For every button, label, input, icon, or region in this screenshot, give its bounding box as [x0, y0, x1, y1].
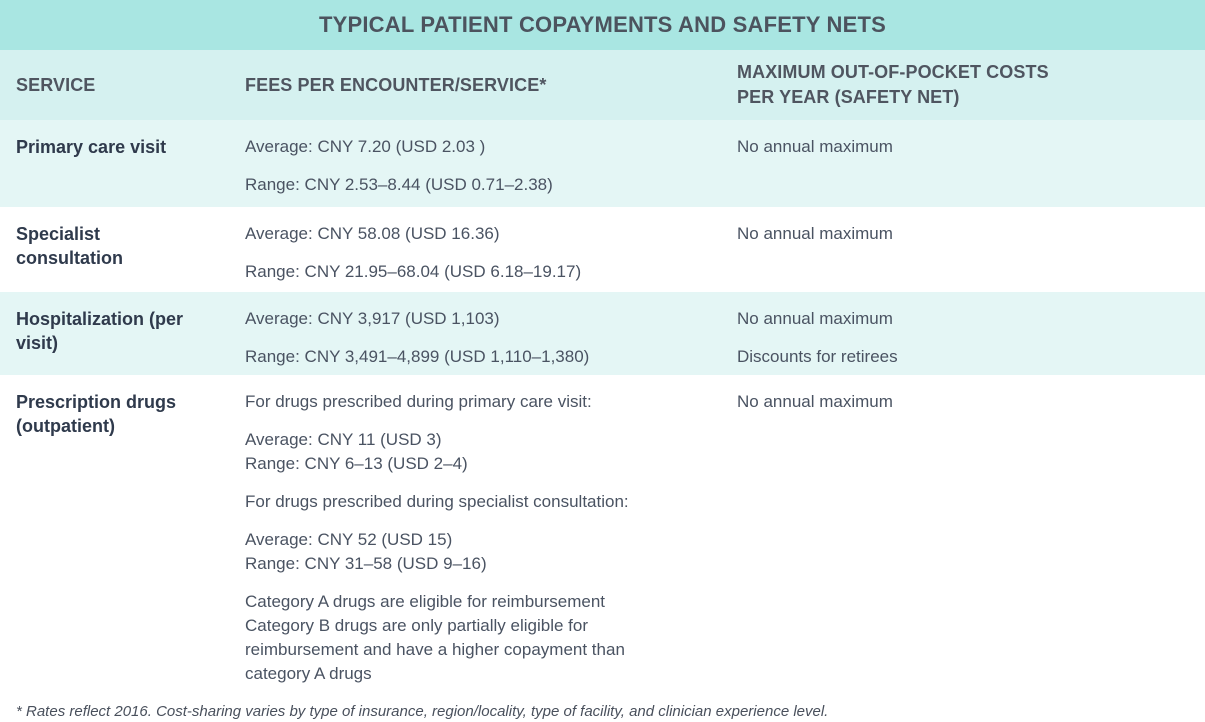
- fees-cell: Average: CNY 58.08 (USD 16.36) Range: CN…: [245, 207, 737, 292]
- service-name: Primary care visit: [16, 137, 167, 157]
- fee-range: Range: CNY 21.95–68.04 (USD 6.18–19.17): [245, 262, 582, 281]
- fees-category-note: Category A drugs are eligible for reimbu…: [245, 592, 625, 683]
- safety-net-text: No annual maximum: [737, 137, 893, 156]
- fees-cell: For drugs prescribed during primary care…: [245, 375, 737, 690]
- safety-net-cell: No annual maximum Discounts for retirees: [737, 292, 1205, 375]
- fees-primary-care-values: Average: CNY 11 (USD 3) Range: CNY 6–13 …: [245, 430, 468, 473]
- service-cell: Prescription drugs (outpatient): [0, 375, 245, 690]
- table-title: TYPICAL PATIENT COPAYMENTS AND SAFETY NE…: [318, 12, 886, 37]
- fee-average: Average: CNY 58.08 (USD 16.36): [245, 224, 500, 243]
- column-header-fees: FEES PER ENCOUNTER/SERVICE*: [245, 74, 547, 95]
- safety-net-cell: No annual maximum: [737, 207, 1205, 292]
- service-name: Specialist consultation: [16, 224, 123, 268]
- safety-net-text: No annual maximum: [737, 309, 893, 328]
- service-cell: Primary care visit: [0, 120, 245, 207]
- table-row-specialist: Specialist consultation Average: CNY 58.…: [0, 207, 1205, 292]
- table-row-primary-care: Primary care visit Average: CNY 7.20 (US…: [0, 120, 1205, 207]
- fees-primary-care-label: For drugs prescribed during primary care…: [245, 392, 592, 411]
- safety-net-cell: No annual maximum: [737, 375, 1205, 690]
- service-name: Hospitalization (per visit): [16, 309, 184, 353]
- fee-range: Range: CNY 3,491–4,899 (USD 1,110–1,380): [245, 347, 590, 366]
- table-title-band: TYPICAL PATIENT COPAYMENTS AND SAFETY NE…: [0, 0, 1205, 50]
- table-row-hospitalization: Hospitalization (per visit) Average: CNY…: [0, 292, 1205, 375]
- column-header-safety-net: MAXIMUM OUT-OF-POCKET COSTS PER YEAR (SA…: [737, 62, 1049, 107]
- service-name: Prescription drugs (outpatient): [16, 392, 177, 436]
- fees-specialist-values: Average: CNY 52 (USD 15) Range: CNY 31–5…: [245, 530, 487, 573]
- fee-average: Average: CNY 7.20 (USD 2.03 ): [245, 137, 486, 156]
- safety-net-cell: No annual maximum: [737, 120, 1205, 207]
- service-cell: Specialist consultation: [0, 207, 245, 292]
- safety-net-text: No annual maximum: [737, 224, 893, 243]
- safety-net-text: No annual maximum: [737, 392, 893, 411]
- service-cell: Hospitalization (per visit): [0, 292, 245, 375]
- fees-cell: Average: CNY 3,917 (USD 1,103) Range: CN…: [245, 292, 737, 375]
- table-header-row: SERVICE FEES PER ENCOUNTER/SERVICE* MAXI…: [0, 50, 1205, 120]
- fee-average: Average: CNY 3,917 (USD 1,103): [245, 309, 500, 328]
- fees-cell: Average: CNY 7.20 (USD 2.03 ) Range: CNY…: [245, 120, 737, 207]
- fees-specialist-label: For drugs prescribed during specialist c…: [245, 492, 629, 511]
- fee-range: Range: CNY 2.53–8.44 (USD 0.71–2.38): [245, 175, 553, 194]
- safety-net-discount-text: Discounts for retirees: [737, 347, 898, 366]
- table-footnote: * Rates reflect 2016. Cost-sharing varie…: [16, 703, 829, 720]
- column-header-service: SERVICE: [16, 74, 96, 95]
- table-row-prescription-drugs: Prescription drugs (outpatient) For drug…: [0, 375, 1205, 690]
